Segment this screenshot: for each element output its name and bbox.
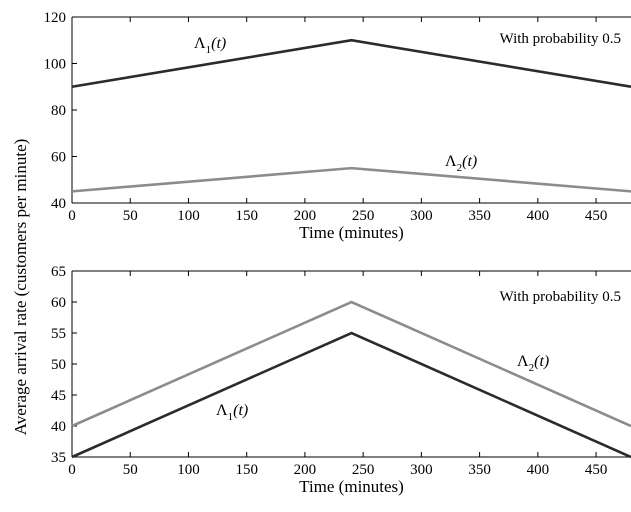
y-axis-label: Average arrival rate (customers per minu… (11, 139, 30, 436)
x-tick-label: 100 (177, 462, 200, 478)
x-tick-label: 150 (235, 462, 258, 478)
probability-annotation: With probability 0.5 (500, 289, 621, 305)
series-line-1 (71, 331, 631, 459)
series-line-2 (71, 300, 631, 428)
y-tick-label: 60 (51, 150, 66, 166)
series-label-2: Λ2(t) (517, 353, 549, 374)
series-line-2 (71, 166, 631, 193)
chart-bottom: 0 50 100 150 200 250 300 350 400 450 35 40 45 50 55 60 6… (51, 264, 631, 496)
x-tick-label: 400 (527, 208, 550, 224)
series-label-2: Λ2(t) (445, 153, 477, 174)
x-tick-label: 150 (235, 208, 258, 224)
x-tick-label: 450 (585, 208, 608, 224)
y-tick-label: 65 (51, 264, 66, 280)
x-tick-label: 100 (177, 208, 200, 224)
y-tick-label: 100 (44, 57, 67, 73)
y-tick-label: 40 (51, 196, 66, 212)
x-tick-label: 300 (410, 462, 433, 478)
chart-top: 0 50 100 150 200 250 300 350 400 450 40 60 80 100 120 T… (44, 10, 631, 242)
x-tick-label: 350 (468, 208, 491, 224)
x-tick-label: 250 (352, 208, 375, 224)
x-tick-label: 300 (410, 208, 433, 224)
y-tick-label: 50 (51, 357, 66, 373)
x-axis-label: Time (minutes) (299, 477, 404, 496)
x-tick-label: 450 (585, 462, 608, 478)
y-tick-label: 55 (51, 326, 66, 342)
x-tick-label: 200 (294, 208, 317, 224)
x-tick-label: 250 (352, 462, 375, 478)
x-tick-label: 400 (527, 462, 550, 478)
y-tick-label: 45 (51, 388, 66, 404)
probability-annotation: With probability 0.5 (500, 31, 621, 47)
y-tick-label: 35 (51, 450, 66, 466)
y-tick-label: 80 (51, 103, 66, 119)
x-tick-label: 0 (68, 208, 76, 224)
x-tick-label: 200 (294, 462, 317, 478)
x-tick-label: 50 (123, 208, 138, 224)
series-label-1: Λ1(t) (216, 402, 248, 423)
x-tick-label: 350 (468, 462, 491, 478)
y-tick-label: 120 (44, 10, 67, 26)
series-label-1: Λ1(t) (194, 35, 226, 56)
x-tick-label: 50 (123, 462, 138, 478)
series-line-1 (71, 38, 631, 89)
y-tick-label: 40 (51, 419, 66, 435)
x-axis-label: Time (minutes) (299, 223, 404, 242)
x-tick-label: 0 (68, 462, 76, 478)
y-tick-label: 60 (51, 295, 66, 311)
